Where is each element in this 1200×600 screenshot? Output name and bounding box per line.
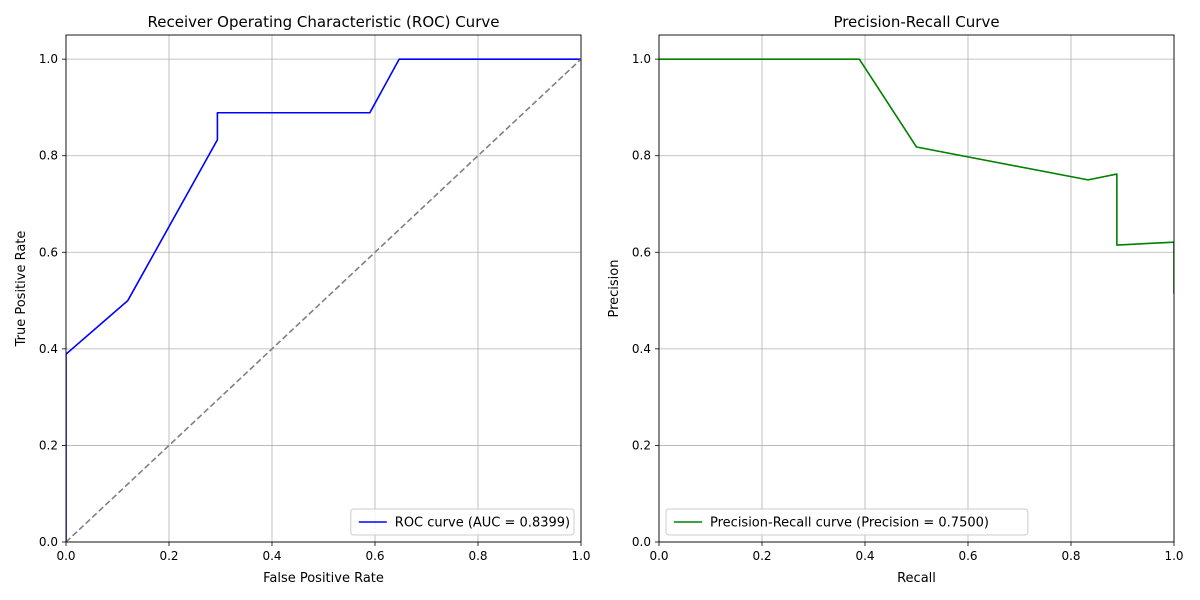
chart-title: Receiver Operating Characteristic (ROC) … — [148, 13, 500, 31]
x-tick-label: 0.8 — [468, 549, 487, 563]
y-tick-label: 0.2 — [39, 438, 58, 452]
x-tick-label: 1.0 — [1164, 549, 1183, 563]
legend: ROC curve (AUC = 0.8399) — [350, 508, 575, 536]
x-axis-label: False Positive Rate — [263, 571, 384, 586]
x-tick-label: 0.2 — [752, 549, 771, 563]
x-axis-label: Recall — [897, 571, 936, 586]
legend-label: ROC curve (AUC = 0.8399) — [395, 516, 570, 531]
x-tick-label: 0.6 — [958, 549, 977, 563]
y-tick-label: 1.0 — [39, 52, 58, 66]
legend: Precision-Recall curve (Precision = 0.75… — [665, 508, 1029, 536]
y-tick-label: 0.6 — [632, 245, 651, 259]
legend-box — [665, 508, 1029, 536]
x-tick-label: 1.0 — [571, 549, 590, 563]
y-tick-label: 0.8 — [632, 149, 651, 163]
x-tick-label: 0.8 — [1061, 549, 1080, 563]
x-tick-label: 0.2 — [159, 549, 178, 563]
x-tick-label: 0.6 — [365, 549, 384, 563]
axes-frame — [658, 34, 1175, 543]
x-tick-label: 0.4 — [855, 549, 874, 563]
chart-panel-1: 0.0 0.2 0.4 0.6 0.8 1.0 0.0 0.2 0.4 0.6 0.8 1.0 Rece… — [14, 13, 591, 586]
y-axis-label: Precision — [607, 259, 622, 317]
legend-box — [350, 508, 575, 536]
x-tick-label: 0.0 — [56, 549, 75, 563]
chart-panel-2: 0.0 0.2 0.4 0.6 0.8 1.0 0.0 0.2 0.4 0.6 0.8 1.0 Prec… — [607, 13, 1184, 586]
y-tick-label: 0.0 — [632, 535, 651, 549]
x-tick-label: 0.4 — [262, 549, 281, 563]
y-tick-label: 1.0 — [632, 52, 651, 66]
y-tick-label: 0.4 — [632, 342, 651, 356]
y-tick-label: 0.0 — [39, 535, 58, 549]
legend-label: Precision-Recall curve (Precision = 0.75… — [710, 516, 989, 531]
y-tick-label: 0.6 — [39, 245, 58, 259]
x-tick-label: 0.0 — [649, 549, 668, 563]
series-line — [659, 58, 1174, 294]
y-tick-label: 0.8 — [39, 149, 58, 163]
y-axis-label: True Positive Rate — [14, 231, 29, 348]
y-tick-label: 0.4 — [39, 342, 58, 356]
axes-frame — [65, 34, 582, 543]
chart-title: Precision-Recall Curve — [833, 13, 999, 31]
series-line — [66, 58, 581, 542]
y-tick-label: 0.2 — [632, 438, 651, 452]
chance-diagonal-line — [66, 58, 581, 542]
